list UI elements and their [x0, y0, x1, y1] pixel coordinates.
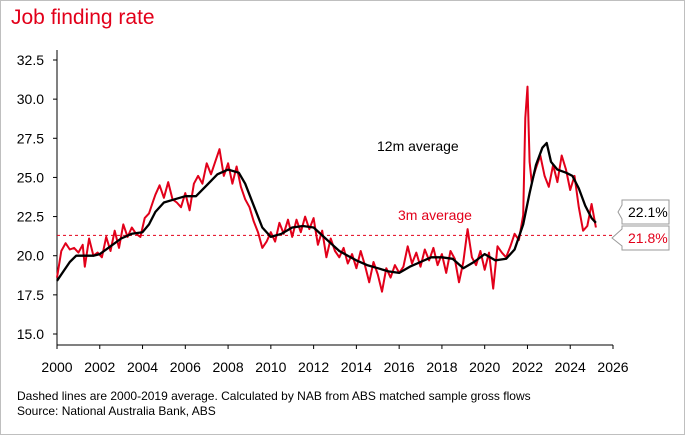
- x-tick-label: 2024: [555, 359, 586, 375]
- x-tick-label: 2020: [469, 359, 500, 375]
- x-tick-label: 2008: [212, 359, 243, 375]
- end-label-3m: 21.8%: [611, 225, 670, 251]
- y-tick-label: 30.0: [17, 91, 44, 107]
- x-tick-label: 2018: [426, 359, 457, 375]
- y-tick-label: 25.0: [17, 169, 44, 185]
- end-label-12m: 22.1%: [617, 199, 670, 225]
- x-tick-label: 2012: [298, 359, 329, 375]
- footnote-method: Dashed lines are 2000-2019 average. Calc…: [17, 389, 531, 403]
- series-line-3m-average: [56, 85, 597, 293]
- end-label-3m-value: 21.8%: [628, 230, 668, 246]
- annotation-3m-average: 3m average: [398, 207, 472, 223]
- x-tick-label: 2000: [41, 359, 72, 375]
- footnote-source: Source: National Australia Bank, ABS: [17, 404, 216, 418]
- y-axis-ticks: 15.0 17.5 20.0 22.5 25.0 27.5 30.0 32.5: [17, 52, 57, 342]
- end-label-12m-box: [617, 199, 670, 225]
- x-tick-label: 2016: [384, 359, 415, 375]
- series-line-12m-average: [56, 141, 597, 282]
- end-label-12m-value: 22.1%: [628, 204, 668, 220]
- end-label-3m-box: [611, 225, 670, 251]
- x-tick-label: 2026: [597, 359, 628, 375]
- chart-title: Job finding rate: [11, 6, 155, 29]
- x-tick-label: 2014: [341, 359, 372, 375]
- series-group: [56, 85, 597, 293]
- x-tick-label: 2006: [170, 359, 201, 375]
- x-tick-label: 2010: [255, 359, 286, 375]
- y-tick-label: 27.5: [17, 130, 44, 146]
- x-tick-label: 2002: [84, 359, 115, 375]
- y-tick-label: 22.5: [17, 209, 44, 225]
- x-tick-label: 2004: [127, 359, 158, 375]
- y-tick-label: 15.0: [17, 326, 44, 342]
- y-tick-label: 20.0: [17, 248, 44, 264]
- y-tick-label: 32.5: [17, 52, 44, 68]
- y-tick-label: 17.5: [17, 287, 44, 303]
- x-axis-ticks: 2000 2002 2004 2006 2008 2010 2012 2014 2016 2018…: [41, 345, 629, 375]
- annotation-12m-average: 12m average: [377, 138, 459, 154]
- x-tick-label: 2022: [512, 359, 543, 375]
